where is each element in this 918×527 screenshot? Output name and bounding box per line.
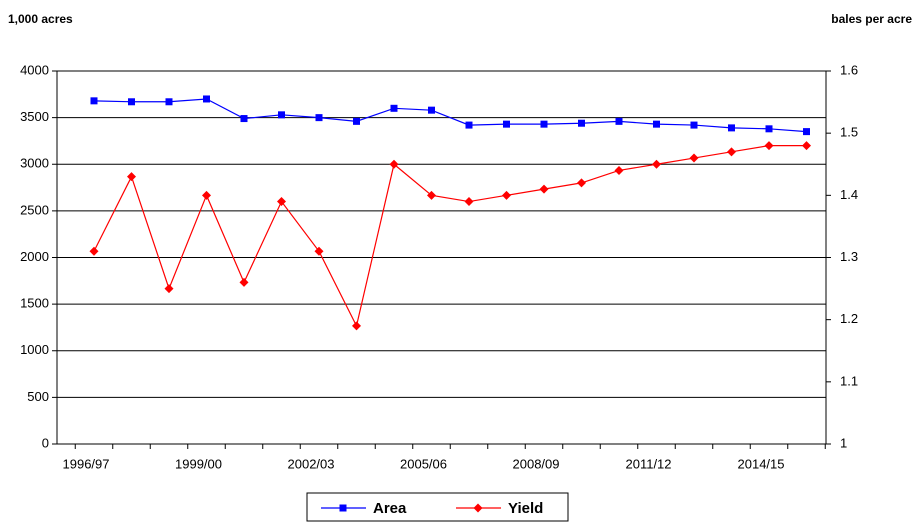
- data-point: [127, 172, 136, 182]
- legend-label: Area: [373, 500, 407, 517]
- data-point: [690, 121, 698, 129]
- y2-tick-label: 1.2: [840, 311, 858, 326]
- data-point: [615, 117, 623, 125]
- series-line: [93, 145, 807, 328]
- data-point: [473, 503, 483, 513]
- data-point: [390, 104, 398, 112]
- y-tick-label: 3500: [20, 109, 49, 124]
- data-point: [428, 106, 435, 114]
- data-point: [165, 98, 173, 106]
- data-point: [389, 159, 399, 169]
- data-point: [502, 190, 511, 200]
- data-point: [203, 95, 210, 103]
- y-tick-label: 0: [42, 435, 49, 450]
- data-point: [278, 111, 285, 119]
- y2-tick-label: 1: [840, 435, 847, 450]
- data-point: [339, 504, 347, 512]
- y-tick-label: 2500: [20, 202, 49, 217]
- data-point: [353, 117, 360, 125]
- x-tick-label: 2011/12: [625, 456, 671, 471]
- data-point: [164, 284, 174, 294]
- x-tick-label: 2005/06: [400, 456, 447, 471]
- y2-tick-label: 1.6: [840, 62, 858, 77]
- y2-tick-label: 1.5: [840, 125, 858, 140]
- y-tick-label: 1500: [20, 296, 49, 311]
- series-line: [93, 98, 807, 133]
- data-point: [314, 246, 324, 256]
- data-point: [689, 153, 699, 163]
- data-point: [90, 97, 98, 105]
- data-point: [652, 159, 661, 169]
- data-point: [464, 197, 474, 207]
- y-tick-label: 1000: [20, 342, 49, 357]
- data-point: [89, 246, 99, 256]
- data-point: [202, 190, 211, 200]
- data-point: [128, 98, 135, 106]
- legend-label: Yield: [508, 500, 543, 517]
- data-point: [465, 121, 473, 129]
- data-point: [803, 128, 810, 136]
- y-tick-label: 3000: [20, 156, 49, 171]
- data-point: [577, 178, 586, 188]
- x-tick-label: 1999/00: [175, 456, 222, 471]
- y2-tick-label: 1.3: [840, 249, 858, 264]
- data-point: [765, 125, 773, 133]
- x-tick-label: 2002/03: [288, 456, 335, 471]
- data-point: [578, 119, 585, 127]
- data-point: [614, 165, 624, 175]
- y-tick-label: 500: [27, 389, 49, 404]
- data-point: [352, 321, 361, 331]
- data-point: [728, 124, 735, 132]
- data-point: [727, 147, 736, 157]
- y-tick-label: 4000: [20, 62, 49, 77]
- legend-box: [306, 492, 569, 522]
- data-point: [240, 115, 248, 123]
- y-tick-label: 2000: [20, 249, 49, 264]
- data-point: [315, 114, 323, 122]
- x-tick-label: 2008/09: [513, 456, 560, 471]
- data-point: [540, 120, 548, 128]
- y2-axis-title: bales per acre: [831, 12, 912, 26]
- x-tick-label: 1996/97: [63, 456, 110, 471]
- data-point: [277, 197, 286, 207]
- data-point: [539, 184, 549, 194]
- data-point: [503, 120, 510, 128]
- data-point: [764, 141, 774, 151]
- data-point: [802, 141, 811, 151]
- y-axis-title: 1,000 acres: [8, 12, 73, 26]
- y2-tick-label: 1.4: [840, 187, 858, 202]
- data-point: [427, 190, 436, 200]
- data-point: [239, 277, 249, 287]
- data-point: [653, 120, 660, 128]
- x-tick-label: 2014/15: [738, 456, 785, 471]
- y2-tick-label: 1.1: [840, 373, 858, 388]
